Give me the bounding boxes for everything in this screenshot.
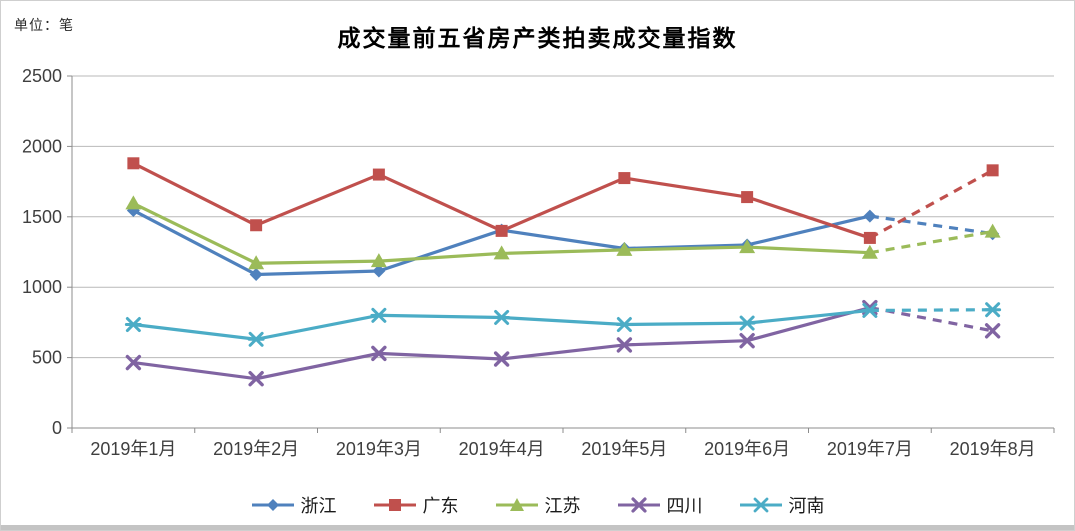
legend-item-广东: 广东 <box>373 492 459 518</box>
legend-label: 广东 <box>422 496 459 516</box>
marker-diamond <box>372 264 386 278</box>
legend-label: 四川 <box>666 496 703 516</box>
legend-item-河南: 河南 <box>739 492 825 518</box>
marker-asterisk <box>493 309 511 325</box>
ytick-label-1000: 1000 <box>22 277 62 297</box>
line-浙江-dashed <box>869 214 993 236</box>
chart-title: 成交量前五省房产类拍卖成交量指数 <box>337 25 738 51</box>
marker-triangle <box>861 244 878 259</box>
marker-square <box>863 231 876 244</box>
marker-triangle <box>984 223 1001 238</box>
legend-item-浙江: 浙江 <box>251 492 337 518</box>
marker-triangle <box>370 253 387 268</box>
marker-x <box>371 345 387 362</box>
legend-item-四川: 四川 <box>617 492 703 518</box>
marker-triangle <box>248 255 265 270</box>
xtick-label-1: 2019年2月 <box>213 439 299 459</box>
marker-asterisk <box>738 315 756 331</box>
marker-square <box>127 157 140 170</box>
marker-asterisk <box>370 307 388 323</box>
legend-marker-x-icon <box>617 497 660 513</box>
marker-x <box>739 333 755 349</box>
legend-item-江苏: 江苏 <box>495 492 581 518</box>
legend-label: 河南 <box>788 496 825 516</box>
marker-triangle <box>739 239 756 254</box>
legend-marker-diamond-icon <box>251 499 294 511</box>
marker-x <box>248 371 264 387</box>
xtick-label-3: 2019年4月 <box>459 439 545 459</box>
bottom-border-strip <box>1 525 1074 530</box>
marker-diamond <box>249 268 263 282</box>
marker-triangle <box>616 241 633 256</box>
marker-asterisk <box>247 331 265 347</box>
marker-triangle <box>493 245 510 260</box>
plot-area: 0 500 1000 1500 2000 2500 2019年1月 2019年2月 2019年3… <box>22 66 1055 459</box>
xtick-label-5: 2019年6月 <box>704 439 790 459</box>
line-河南-solid <box>133 308 871 341</box>
legend: 浙江 广东 江苏 四川 河南 <box>1 492 1074 518</box>
xtick-label-2: 2019年3月 <box>336 439 422 459</box>
xtick-label-4: 2019年5月 <box>581 439 667 459</box>
marker-x <box>984 323 1001 339</box>
ytick-label-2000: 2000 <box>22 136 62 156</box>
legend-marker-asterisk-icon <box>739 497 782 513</box>
ytick-label-500: 500 <box>32 348 62 368</box>
marker-triangle <box>125 195 142 210</box>
xtick-label-7: 2019年8月 <box>950 439 1036 459</box>
marker-square <box>495 224 508 237</box>
legend-marker-square-icon <box>373 499 416 511</box>
marker-square <box>741 191 754 204</box>
legend-label: 江苏 <box>544 496 581 516</box>
marker-square <box>986 164 999 177</box>
marker-asterisk <box>124 317 142 333</box>
ytick-label-1500: 1500 <box>22 207 62 227</box>
line-江苏-dashed <box>869 230 993 255</box>
xtick-label-0: 2019年1月 <box>90 439 176 459</box>
marker-square <box>250 219 263 232</box>
marker-asterisk <box>615 317 633 333</box>
marker-diamond <box>863 209 877 223</box>
legend-marker-triangle-icon <box>495 498 538 511</box>
marker-asterisk <box>861 302 879 318</box>
legend-label: 浙江 <box>300 496 337 516</box>
marker-x <box>125 354 142 371</box>
unit-label: 单位：笔 <box>14 17 74 33</box>
marker-square <box>372 168 385 181</box>
xtick-label-6: 2019年7月 <box>827 439 913 459</box>
line-广东-dashed <box>869 168 994 240</box>
marker-x <box>493 351 510 367</box>
line-河南-dashed <box>869 308 993 313</box>
marker-square <box>618 172 631 185</box>
ytick-label-2500: 2500 <box>22 66 62 86</box>
marker-x <box>616 337 633 353</box>
marker-asterisk <box>984 302 1002 318</box>
ytick-label-0: 0 <box>52 418 62 438</box>
